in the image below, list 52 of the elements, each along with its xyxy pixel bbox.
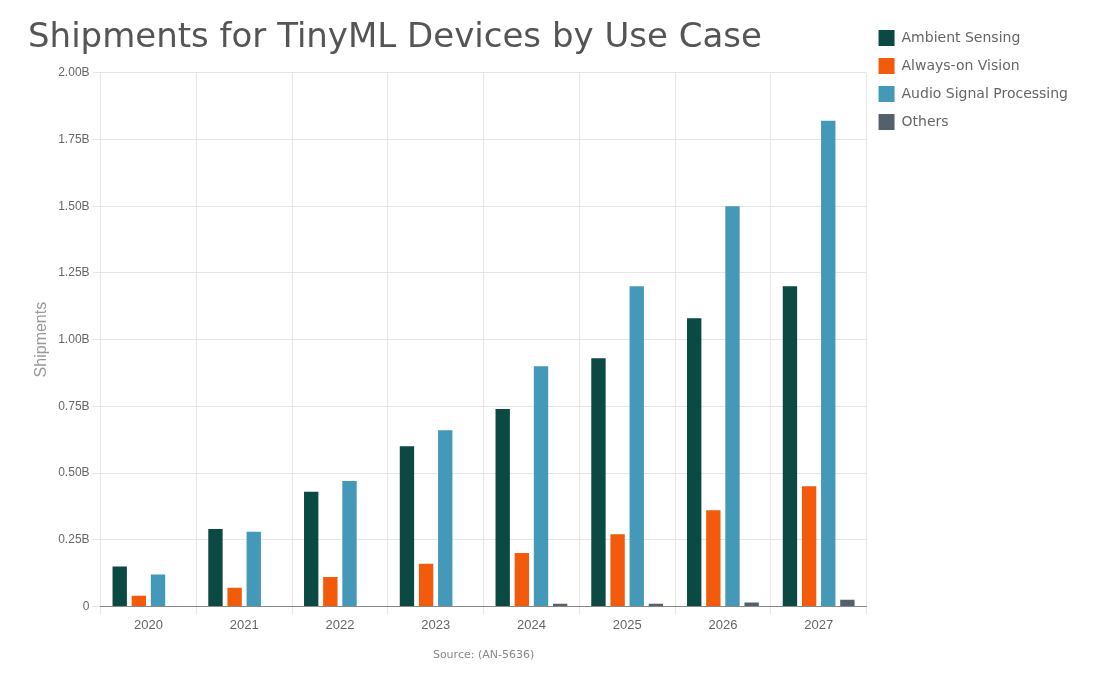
x-tick-label: 2023 [421,616,451,632]
bar [342,481,357,606]
y-tick-label: 2.00B [58,65,90,80]
y-axis-title: Shipments [32,301,50,378]
bar [399,446,415,606]
y-tick-label: 1.50B [58,198,90,213]
bar [304,491,319,606]
bar [552,603,568,606]
legend-label: Audio Signal Processing [901,84,1069,101]
bar [687,318,702,606]
bar [150,574,166,606]
legend-label: Others [901,112,949,129]
y-tick-label: 0.25B [58,532,90,547]
bar [514,553,530,606]
source-note: Source: (AN-5636) [432,648,535,661]
bar [418,563,434,606]
y-tick-label: 1.00B [58,331,90,346]
bar [725,206,740,606]
bar [648,603,664,606]
chart-title: Shipments for TinyML Devices by Use Case [28,15,762,56]
bar [801,486,817,606]
bar [246,531,261,606]
y-tick-label: 1.25B [58,265,90,280]
x-tick-label: 2025 [612,616,642,632]
bar [323,577,338,606]
bar [438,430,453,606]
bar [495,408,510,606]
bar [208,529,223,606]
y-tick-label: 1.75B [58,131,90,146]
bar [821,120,836,606]
y-tick-label: 0.50B [58,465,90,480]
legend-label: Always-on Vision [901,56,1020,73]
bar [112,566,127,606]
y-tick-label: 0.75B [58,398,90,413]
bar [629,286,644,606]
x-tick-label: 2020 [133,616,163,632]
x-tick-label: 2026 [708,616,738,632]
bar [744,602,759,606]
bar [706,510,721,606]
x-tick-label: 2021 [229,616,259,632]
bar [840,599,855,606]
x-tick-label: 2022 [325,616,355,632]
bar [227,587,242,606]
x-tick-label: 2024 [516,616,546,632]
x-tick-label: 2027 [804,616,834,632]
bar [533,366,549,606]
legend-label: Ambient Sensing [901,28,1021,45]
bar [610,534,625,606]
bar [782,286,798,606]
bar [591,358,606,606]
y-tick-label: 0 [82,598,90,613]
bar [131,595,147,606]
